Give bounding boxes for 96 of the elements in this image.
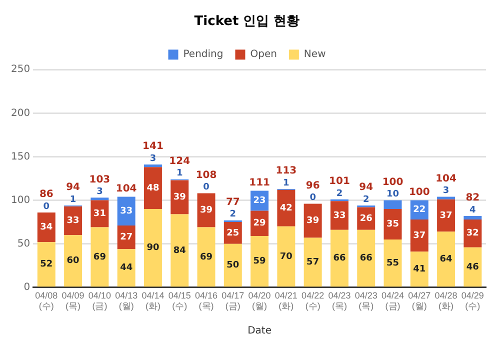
x-tick-label: 04/17 (금) <box>222 290 244 312</box>
total-label: 113 <box>276 166 297 177</box>
x-tick-label: 04/29 (수) <box>461 290 484 312</box>
data-label: 3 <box>442 186 450 196</box>
total-label: 103 <box>89 174 110 186</box>
data-label: 29 <box>253 218 266 229</box>
x-tick-label: 04/15 (수) <box>168 290 191 312</box>
data-label: 55 <box>386 258 400 268</box>
x-tick-label: 04/24 (금) <box>381 290 404 312</box>
legend-label: Open <box>250 49 277 60</box>
x-tick-label: 04/22 (수) <box>302 290 324 312</box>
x-tick-label: 04/09 (목) <box>62 290 84 312</box>
total-label: 100 <box>408 186 430 198</box>
x-axis-title: Date <box>248 326 272 337</box>
y-tick-label: 150 <box>10 151 30 162</box>
data-label: 1 <box>283 178 290 188</box>
data-label: 26 <box>360 214 372 224</box>
data-label: 4 <box>470 205 476 216</box>
total-label: 82 <box>466 192 480 204</box>
total-label: 94 <box>359 182 374 194</box>
data-label: 59 <box>253 256 266 267</box>
total-label: 100 <box>382 176 404 188</box>
data-label: 57 <box>306 258 320 268</box>
data-label: 42 <box>280 203 292 214</box>
total-label: 104 <box>436 173 457 184</box>
data-label: 25 <box>226 228 240 238</box>
data-label: 27 <box>120 232 133 243</box>
data-label: 39 <box>200 206 213 216</box>
total-label: 141 <box>142 141 164 152</box>
total-label: 108 <box>196 170 217 181</box>
data-label: 35 <box>386 220 400 230</box>
x-tick-label: 04/28 (화) <box>434 290 458 312</box>
data-label: 1 <box>176 168 183 179</box>
data-label: 34 <box>40 222 53 233</box>
data-label: 66 <box>360 254 372 264</box>
y-tick-label: 200 <box>10 108 30 119</box>
x-tick-label: 04/16 (목) <box>194 290 218 312</box>
data-label: 90 <box>146 243 160 254</box>
data-label: 22 <box>413 205 426 216</box>
data-label: 33 <box>66 216 80 226</box>
data-label: 31 <box>93 209 106 220</box>
x-tick-label: 04/08 (수) <box>35 290 58 312</box>
total-label: 86 <box>39 189 54 200</box>
total-label: 77 <box>226 196 240 208</box>
data-label: 2 <box>362 194 370 205</box>
data-label: 0 <box>203 182 210 193</box>
total-label: 94 <box>66 182 80 194</box>
data-label: 70 <box>280 252 292 262</box>
data-label: 50 <box>226 260 240 271</box>
y-tick-label: 100 <box>10 194 30 206</box>
x-tick-label: 04/10 (금) <box>88 290 111 312</box>
data-label: 37 <box>413 230 426 241</box>
data-label: 2 <box>336 188 343 199</box>
data-label: 46 <box>466 262 479 272</box>
data-label: 33 <box>333 210 346 221</box>
data-label: 52 <box>40 260 53 270</box>
y-tick-label: 250 <box>10 64 30 76</box>
x-tick-label: 04/23 (목) <box>328 290 351 312</box>
data-label: 41 <box>413 264 426 275</box>
data-label: 39 <box>173 192 186 203</box>
data-label: 44 <box>120 263 133 274</box>
chart-title: Ticket 인입 현황 <box>194 14 300 30</box>
data-label: 10 <box>386 190 400 200</box>
total-label: 111 <box>249 177 270 188</box>
total-label: 104 <box>116 183 137 194</box>
data-label: 66 <box>333 254 346 264</box>
x-tick-label: 04/21 (화) <box>274 290 298 312</box>
y-tick-label: 50 <box>17 238 30 250</box>
data-label: 69 <box>93 252 106 262</box>
x-tick-label: 04/14 (화) <box>142 290 164 312</box>
data-label: 69 <box>200 252 213 262</box>
x-tick-label: 04/23 (목) <box>354 290 378 312</box>
x-tick-label: 04/27 (월) <box>408 290 431 312</box>
data-label: 64 <box>440 254 452 264</box>
x-tick-label: 04/20 (월) <box>248 290 271 312</box>
data-label: 3 <box>96 187 103 198</box>
y-tick-label: 0 <box>24 282 30 293</box>
data-label: 39 <box>306 216 320 226</box>
total-label: 101 <box>329 176 350 188</box>
legend-label: New <box>304 49 326 60</box>
data-label: 37 <box>440 210 452 221</box>
data-label: 23 <box>253 196 266 206</box>
data-label: 60 <box>66 256 80 266</box>
data-label: 32 <box>466 228 479 239</box>
legend-label: Pending <box>183 49 224 60</box>
data-label: 2 <box>230 210 236 220</box>
data-label: 33 <box>120 206 133 217</box>
total-label: 124 <box>169 156 190 167</box>
data-label: 0 <box>43 202 50 212</box>
total-label: 96 <box>306 180 320 192</box>
data-label: 1 <box>70 194 76 205</box>
data-label: 3 <box>150 154 156 164</box>
data-label: 48 <box>146 183 160 194</box>
data-label: 84 <box>173 246 186 256</box>
x-tick-label: 04/13 (월) <box>115 290 138 312</box>
data-label: 0 <box>310 193 316 204</box>
